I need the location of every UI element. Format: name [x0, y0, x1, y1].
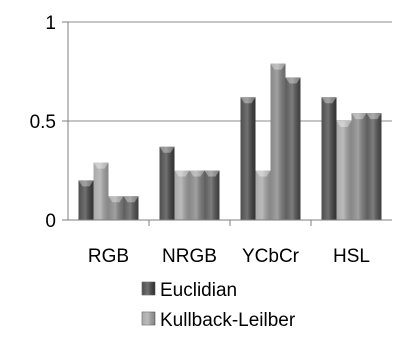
legend-swatch-shading — [142, 312, 155, 325]
category-label: HSL — [333, 246, 370, 267]
bar-bevel — [93, 162, 109, 169]
bar-shading — [336, 121, 352, 220]
bar-bevel — [351, 113, 367, 120]
bar-bevel — [123, 196, 139, 203]
bar-bevel — [78, 180, 94, 187]
legend-label: Euclidian — [160, 280, 237, 301]
y-tick-label: 1 — [45, 13, 56, 34]
legend-label: Kullback-Leilber — [160, 310, 296, 331]
bar-bevel — [336, 121, 352, 127]
category-label: NRGB — [162, 246, 217, 267]
bar-shading — [240, 97, 256, 220]
bar-shading — [174, 170, 190, 220]
y-axis-ticks: 00.51 — [30, 13, 68, 232]
bar-bevel — [174, 170, 190, 177]
legend-swatch-shading — [142, 282, 155, 295]
category-label: YCbCr — [242, 246, 300, 267]
bar-bevel — [159, 146, 175, 153]
bar-bevel — [204, 170, 220, 177]
bar-shading — [285, 77, 301, 220]
bar-bevel — [108, 196, 124, 203]
bar-shading — [159, 146, 175, 220]
bar-bevel — [285, 77, 301, 84]
y-tick-label: 0.5 — [30, 112, 56, 133]
bar-bevel — [366, 113, 382, 120]
bar-shading — [123, 196, 139, 220]
bar-bevel — [255, 170, 271, 177]
bar-shading — [366, 113, 382, 220]
bar-shading — [255, 170, 271, 220]
bar-bevel — [321, 97, 337, 104]
category-labels: RGB NRGB YCbCr HSL — [88, 246, 370, 267]
bar-shading — [108, 196, 124, 220]
legend: Euclidian Kullback-Leilber — [141, 280, 296, 331]
bar-shading — [351, 113, 367, 220]
bar-shading — [321, 97, 337, 220]
bar-bevel — [189, 170, 205, 177]
gridlines — [68, 21, 392, 122]
y-tick-label: 0 — [45, 211, 56, 232]
bar-shading — [189, 170, 205, 220]
bars — [78, 63, 382, 220]
bar-shading — [204, 170, 220, 220]
bar-bevel — [240, 97, 256, 104]
bar-bevel — [270, 63, 286, 70]
bar-shading — [78, 180, 94, 220]
bar-shading — [93, 162, 109, 220]
bar-shading — [270, 63, 286, 220]
category-label: RGB — [88, 246, 129, 267]
axes — [67, 22, 392, 226]
